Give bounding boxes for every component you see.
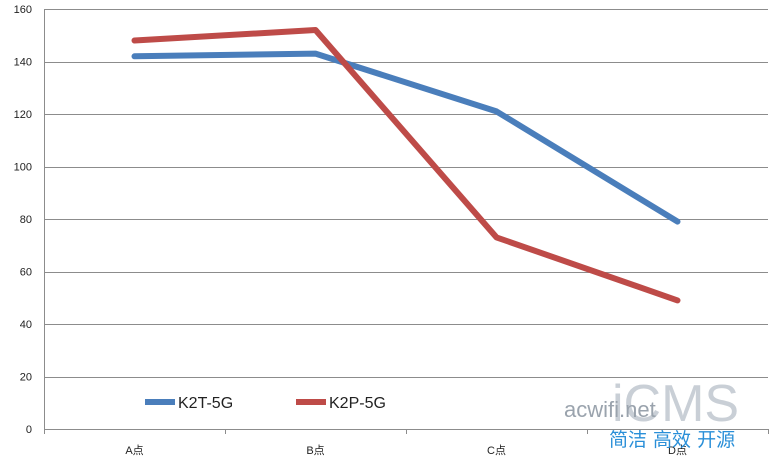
y-tick-label: 80 [20,214,32,226]
y-tick-label: 100 [14,162,32,174]
x-tick-label: B点 [306,444,324,457]
legend-label: K2T-5G [178,395,233,412]
y-tick-label: 160 [14,4,32,16]
watermark: iCMS acwifi.net 简洁 高效 开源 [564,375,739,451]
y-tick-label: 120 [14,109,32,121]
legend: K2T-5G K2P-5G [145,395,386,412]
axes: 0 20 40 60 80 100 120 140 160 A点 B点 C点 D点 [14,4,769,457]
gridlines [44,9,768,378]
x-tick-label: D点 [668,444,687,457]
watermark-logo: iCMS [612,375,739,433]
watermark-site: acwifi.net [564,397,656,422]
x-tick-label: C点 [487,444,506,457]
legend-item-k2t: K2T-5G [145,395,233,412]
legend-label: K2P-5G [329,395,386,412]
watermark-slogan: 简洁 高效 开源 [609,429,735,451]
y-tick-label: 60 [20,267,32,279]
y-tick-label: 20 [20,372,32,384]
y-tick-label: 140 [14,57,32,69]
x-tick-label: A点 [125,444,143,457]
series-line-k2t-5g [131,50,681,225]
series-lines [131,27,681,304]
series-line-k2p-5g [131,27,681,304]
legend-item-k2p: K2P-5G [296,395,386,412]
y-tick-label: 0 [26,424,32,436]
y-tick-label: 40 [20,319,32,331]
